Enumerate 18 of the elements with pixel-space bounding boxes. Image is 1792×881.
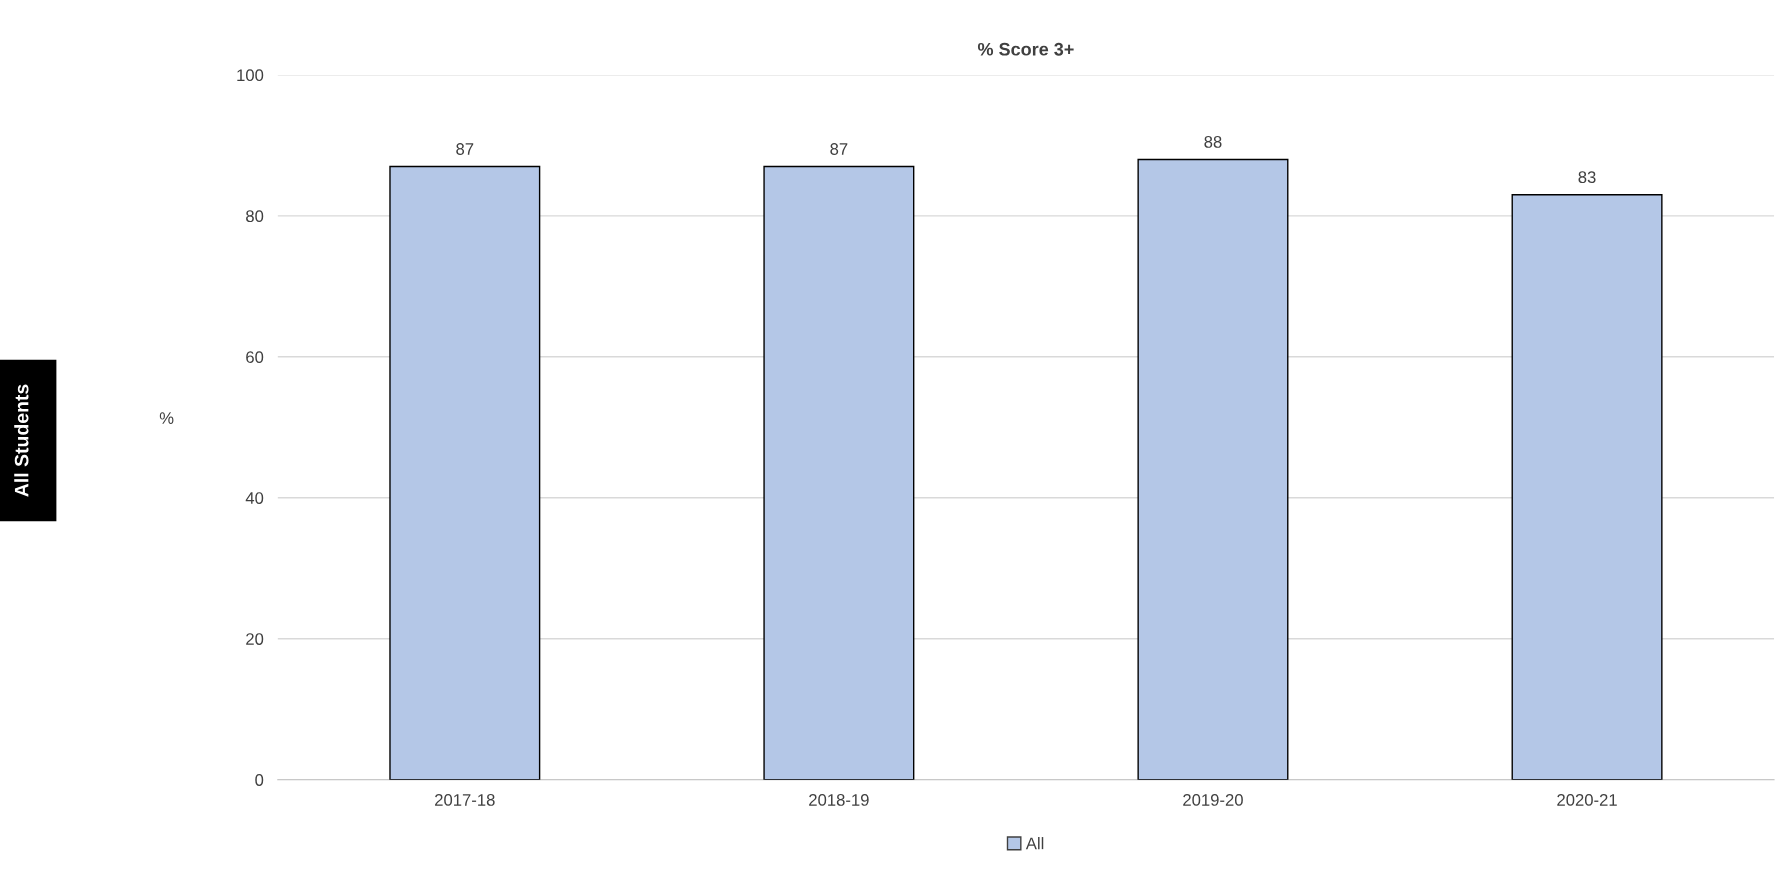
y-tick-label: 0 <box>255 774 264 786</box>
x-tick-label: 2017-18 <box>435 794 495 806</box>
y-tick-label: 100 <box>237 69 264 82</box>
y-tick-label: 80 <box>246 210 264 223</box>
y-tick-label: 60 <box>246 351 264 364</box>
y-axis-title: % <box>159 412 174 424</box>
data-label: 87 <box>830 143 848 155</box>
chart-title: % Score 3+ <box>977 42 1074 56</box>
y-tick-label: 40 <box>245 492 264 504</box>
data-label: 83 <box>1578 171 1596 184</box>
data-label: 88 <box>1204 136 1222 148</box>
x-tick-label: 2020-21 <box>1557 794 1617 806</box>
x-tick-label: 2018-19 <box>809 794 869 806</box>
x-tick-label: 2019-20 <box>1183 794 1243 806</box>
data-label: 87 <box>456 143 474 155</box>
text: All Students <box>14 384 29 497</box>
y-tick-label: 20 <box>246 633 264 645</box>
legend-label: All <box>1025 837 1044 850</box>
